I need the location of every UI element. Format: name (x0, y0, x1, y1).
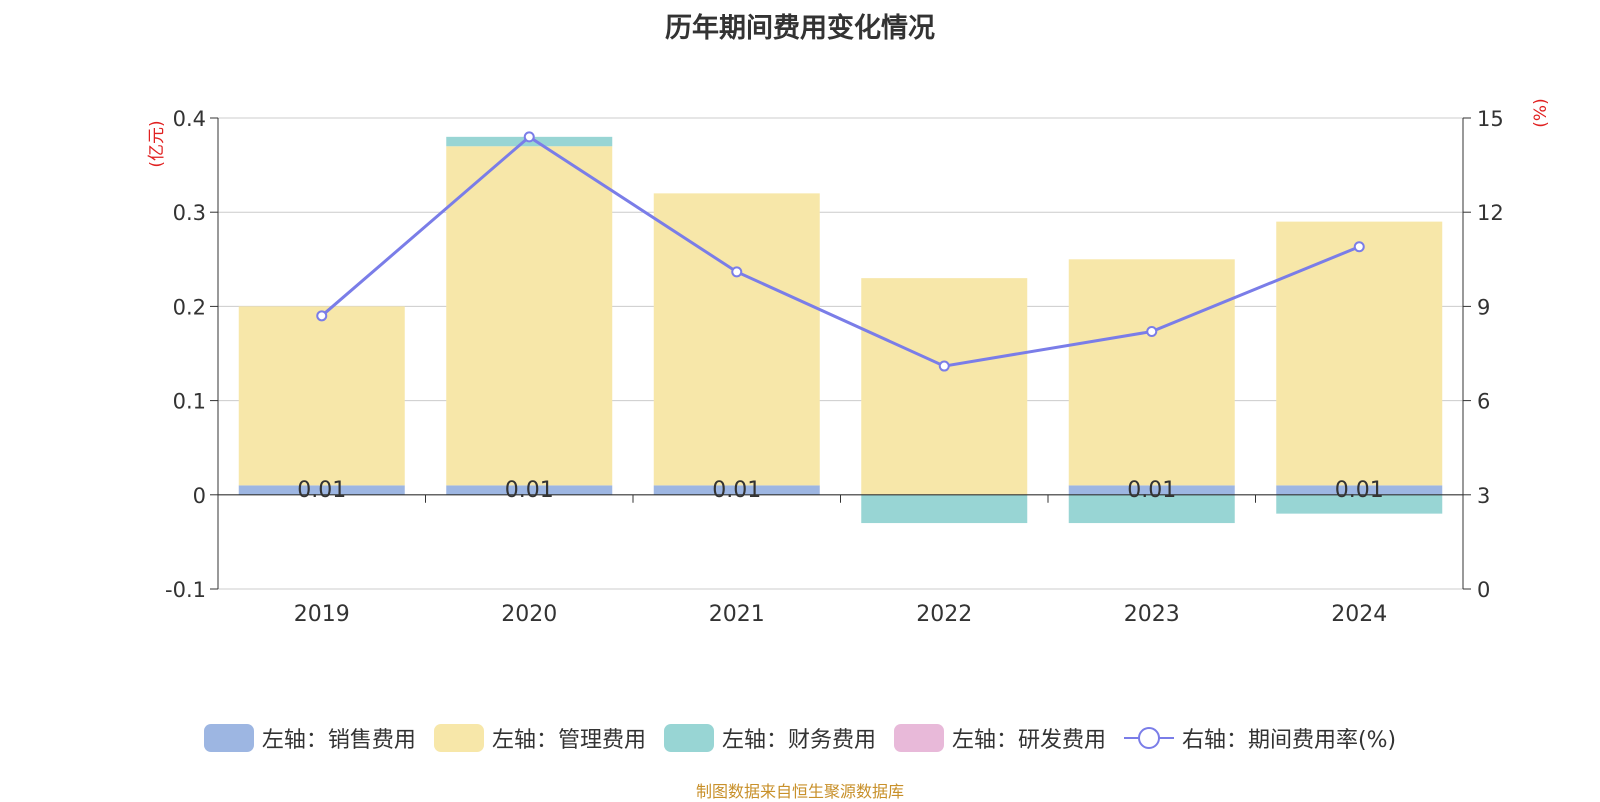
rate-point-2021 (731, 266, 743, 278)
bar-data-label: 0.01 (505, 478, 554, 503)
left-axis-tick-label: -0.1 (165, 578, 206, 602)
bar-data-label: 0.01 (1127, 478, 1176, 503)
bar-series0-2019 (238, 485, 405, 495)
bar-series2-2022 (861, 494, 1028, 524)
axes: -0.1 0 0.1 0.2 0.3 0.4 0 3 6 9 12 15 2019 2020 2021 202… (147, 98, 1551, 627)
right-axis-tick-label: 12 (1477, 201, 1504, 225)
legend-label: 左轴：财务费用 (721, 728, 876, 753)
legend-item-4[interactable]: 右轴：期间费用率(%) (1123, 722, 1397, 754)
rate-line-layer (316, 131, 1365, 372)
bar-series1-2019 (238, 306, 405, 486)
legend-swatch (893, 724, 944, 752)
left-axis-tick-label: 0.1 (173, 390, 206, 414)
bar-series0-2020 (446, 485, 613, 495)
right-axis-tick-label: 0 (1477, 578, 1490, 602)
right-axis-tick-label: 9 (1477, 295, 1490, 319)
legend-label: 左轴：管理费用 (491, 728, 646, 753)
chart-plot: -0.1 0 0.1 0.2 0.3 0.4 0 3 6 9 12 15 2019 2020 2021 202… (147, 98, 1551, 627)
legend-swatch (203, 724, 254, 752)
bar-series1-2023 (1068, 259, 1235, 486)
right-axis-unit: (%) (1531, 98, 1551, 127)
bar-series2-2024 (1276, 494, 1443, 514)
bar-series1-2020 (446, 146, 613, 486)
x-axis-tick-label: 2023 (1124, 602, 1180, 627)
x-axis-tick-label: 2022 (916, 602, 972, 627)
data-labels: 0.01 0.01 0.01 0.01 0.01 (297, 478, 1383, 503)
legend-label: 右轴：期间费用率(%) (1181, 728, 1397, 753)
legend-item-3[interactable]: 左轴：研发费用 (893, 722, 1106, 754)
legend-item-0[interactable]: 左轴：销售费用 (203, 722, 416, 754)
bar-series2-2023 (1068, 494, 1235, 524)
bar-data-label: 0.01 (297, 478, 346, 503)
legend-label: 左轴：销售费用 (261, 728, 416, 753)
bar-series0-2023 (1068, 485, 1235, 495)
legend: 左轴：销售费用 左轴：管理费用 左轴：财务费用 左轴：研发费用 右轴：期间费用率(%) (0, 722, 1600, 754)
bar-layer (238, 136, 1443, 524)
x-axis-tick-label: 2024 (1331, 602, 1387, 627)
rate-point-2022 (938, 360, 950, 372)
legend-line-circle (1137, 727, 1160, 749)
x-axis-tick-label: 2020 (501, 602, 557, 627)
left-axis-tick-label: 0.3 (173, 201, 206, 225)
left-axis-tick-label: 0 (193, 484, 206, 508)
bar-series0-2021 (653, 485, 820, 495)
x-axis-tick-label: 2019 (294, 602, 350, 627)
legend-line-marker (1123, 727, 1174, 749)
rate-point-2020 (523, 131, 535, 143)
bar-series1-2024 (1276, 221, 1443, 486)
legend-label: 左轴：研发费用 (951, 728, 1106, 753)
rate-point-2023 (1146, 326, 1158, 338)
source-note: 制图数据来自恒生聚源数据库 (695, 782, 904, 801)
bar-data-label: 0.01 (712, 478, 761, 503)
bar-series1-2022 (861, 278, 1028, 495)
bar-series1-2021 (653, 193, 820, 486)
legend-item-1[interactable]: 左轴：管理费用 (433, 722, 646, 754)
left-axis-unit: (亿元) (147, 120, 167, 167)
left-axis-tick-label: 0.4 (173, 107, 206, 131)
chart-title: 历年期间费用变化情况 (665, 13, 935, 44)
rate-line (320, 134, 1360, 368)
right-axis-tick-label: 6 (1477, 390, 1490, 414)
legend-swatch (433, 724, 484, 752)
legend-item-2[interactable]: 左轴：财务费用 (663, 722, 876, 754)
rate-point-2024 (1353, 241, 1365, 253)
right-axis-tick-label: 15 (1477, 107, 1504, 131)
bar-data-label: 0.01 (1335, 478, 1384, 503)
left-axis-tick-label: 0.2 (173, 295, 206, 319)
bar-series0-2024 (1276, 485, 1443, 495)
grid-lines (218, 117, 1463, 590)
x-axis-tick-label: 2021 (709, 602, 765, 627)
rate-point-2019 (316, 310, 328, 322)
right-axis-tick-label: 3 (1477, 484, 1490, 508)
legend-swatch (663, 724, 714, 752)
